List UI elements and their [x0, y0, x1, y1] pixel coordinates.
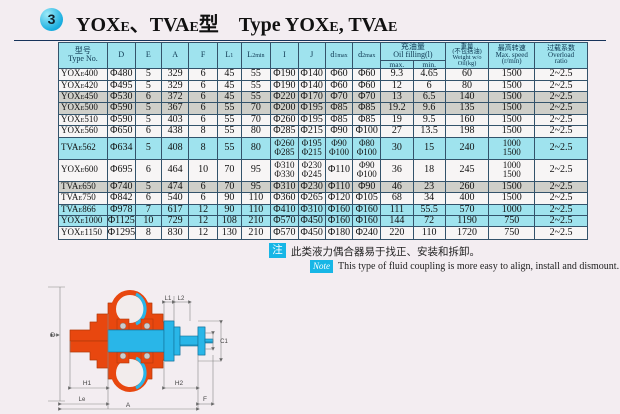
svg-text:D: D: [51, 332, 56, 339]
svg-text:F: F: [203, 396, 207, 403]
svg-text:Le: Le: [79, 397, 86, 403]
svg-text:A: A: [126, 402, 131, 409]
svg-text:C1: C1: [220, 339, 228, 345]
svg-text:H2: H2: [175, 380, 184, 387]
svg-text:H1: H1: [83, 380, 92, 387]
svg-text:L2: L2: [178, 296, 185, 302]
svg-text:L1: L1: [165, 296, 172, 302]
